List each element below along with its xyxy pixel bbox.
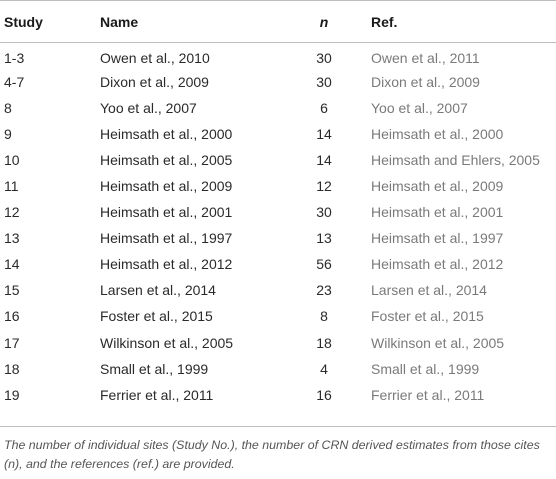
cell-study: 17	[4, 334, 20, 351]
table-row: 15 Larsen et al., 2014 23 Larsen et al., 20…	[0, 277, 556, 303]
cell-study: 19	[4, 386, 20, 403]
cell-name: Small et al., 1999	[100, 360, 209, 377]
cell-n: 30	[316, 204, 332, 221]
cell-ref: Ferrier et al., 2011	[371, 386, 485, 403]
table-row: 11 Heimsath et al., 2009 12 Heimsath et al.…	[0, 173, 556, 199]
cell-name: Ferrier et al., 2011	[100, 386, 214, 403]
cell-ref: Heimsath et al., 2009	[371, 178, 504, 195]
cell-n: 16	[316, 386, 332, 403]
header-ref: Ref.	[369, 0, 556, 43]
cell-n: 13	[316, 230, 332, 247]
cell-n: 6	[320, 99, 328, 116]
cell-n: 14	[316, 151, 332, 168]
cell-name: Heimsath et al., 2009	[100, 178, 233, 195]
cell-study: 4-7	[4, 73, 25, 90]
table-row: 16 Foster et al., 2015 8 Foster et al., 201…	[0, 303, 556, 329]
cell-study: 18	[4, 360, 20, 377]
header-study: Study	[0, 0, 99, 43]
table-row: 17 Wilkinson et al., 2005 18 Wilkinson et a…	[0, 330, 556, 356]
cell-n: 23	[316, 282, 332, 299]
cell-ref: Foster et al., 2015	[371, 308, 484, 325]
table-row: 18 Small et al., 1999 4 Small et al., 1999	[0, 356, 556, 382]
table-row: 1-3 Owen et al., 2010 30 Owen et al., 2011	[0, 43, 556, 69]
cell-name: Yoo et al., 2007	[100, 99, 197, 116]
table-footnote: The number of individual sites (Study No…	[4, 438, 540, 471]
cell-study: 13	[4, 230, 20, 247]
table-row: 9 Heimsath et al., 2000 14 Heimsath et al.,…	[0, 121, 556, 147]
cell-name: Heimsath et al., 2005	[100, 151, 233, 168]
cell-n: 8	[320, 308, 328, 325]
cell-n: 18	[316, 334, 332, 351]
table-header-row: Study Name n Ref.	[0, 0, 556, 43]
table-row: 8 Yoo et al., 2007 6 Yoo et al., 2007	[0, 95, 556, 121]
header-n: n	[279, 0, 369, 43]
cell-n: 30	[316, 49, 332, 66]
cell-name: Larsen et al., 2014	[100, 282, 216, 299]
table-row: 19 Ferrier et al., 2011 16 Ferrier et al., …	[0, 382, 556, 408]
cell-study: 1-3	[4, 49, 25, 66]
cell-ref: Owen et al., 2011	[371, 49, 480, 66]
cell-study: 15	[4, 282, 20, 299]
cell-study: 8	[4, 99, 12, 116]
cell-name: Heimsath et al., 2012	[100, 256, 233, 273]
cell-name: Heimsath et al., 2001	[100, 204, 233, 221]
cell-n: 14	[316, 125, 332, 142]
table-row: 13 Heimsath et al., 1997 13 Heimsath et al.…	[0, 225, 556, 251]
table-body: 1-3 Owen et al., 2010 30 Owen et al., 2011 4…	[0, 43, 556, 408]
cell-ref: Wilkinson et al., 2005	[371, 334, 505, 351]
table-row: 10 Heimsath et al., 2005 14 Heimsath and Eh…	[0, 147, 556, 173]
cell-n: 4	[320, 360, 328, 377]
cell-n: 12	[316, 178, 332, 195]
cell-ref: Heimsath et al., 2001	[371, 204, 504, 221]
studies-table-container: Study Name n Ref. 1-3 Owen et al., 2010 30…	[0, 0, 556, 408]
cell-ref: Larsen et al., 2014	[371, 282, 487, 299]
cell-ref: Heimsath et al., 2012	[371, 256, 504, 273]
cell-ref: Small et al., 1999	[371, 360, 480, 377]
cell-ref: Heimsath and Ehlers, 2005	[371, 151, 540, 168]
cell-name: Dixon et al., 2009	[100, 73, 209, 90]
cell-ref: Heimsath et al., 2000	[371, 125, 504, 142]
cell-study: 16	[4, 308, 20, 325]
table-row: 14 Heimsath et al., 2012 56 Heimsath et al.…	[0, 251, 556, 277]
cell-name: Foster et al., 2015	[100, 308, 213, 325]
cell-ref: Yoo et al., 2007	[371, 99, 468, 116]
table-row: 4-7 Dixon et al., 2009 30 Dixon et al., 200…	[0, 69, 556, 95]
cell-ref: Heimsath et al., 1997	[371, 230, 504, 247]
cell-name: Owen et al., 2010	[100, 49, 210, 66]
table-row: 12 Heimsath et al., 2001 30 Heimsath et al.…	[0, 199, 556, 225]
cell-study: 9	[4, 125, 12, 142]
studies-table: Study Name n Ref. 1-3 Owen et al., 2010 30…	[0, 0, 556, 408]
cell-n: 56	[316, 256, 332, 273]
cell-study: 10	[4, 151, 20, 168]
header-name: Name	[99, 0, 279, 43]
cell-study: 14	[4, 256, 20, 273]
cell-study: 11	[4, 178, 19, 195]
cell-ref: Dixon et al., 2009	[371, 73, 480, 90]
cell-study: 12	[4, 204, 20, 221]
cell-name: Heimsath et al., 1997	[100, 230, 233, 247]
cell-n: 30	[316, 73, 332, 90]
cell-name: Heimsath et al., 2000	[100, 125, 233, 142]
table-bottom-rule	[0, 426, 556, 427]
cell-name: Wilkinson et al., 2005	[100, 334, 234, 351]
